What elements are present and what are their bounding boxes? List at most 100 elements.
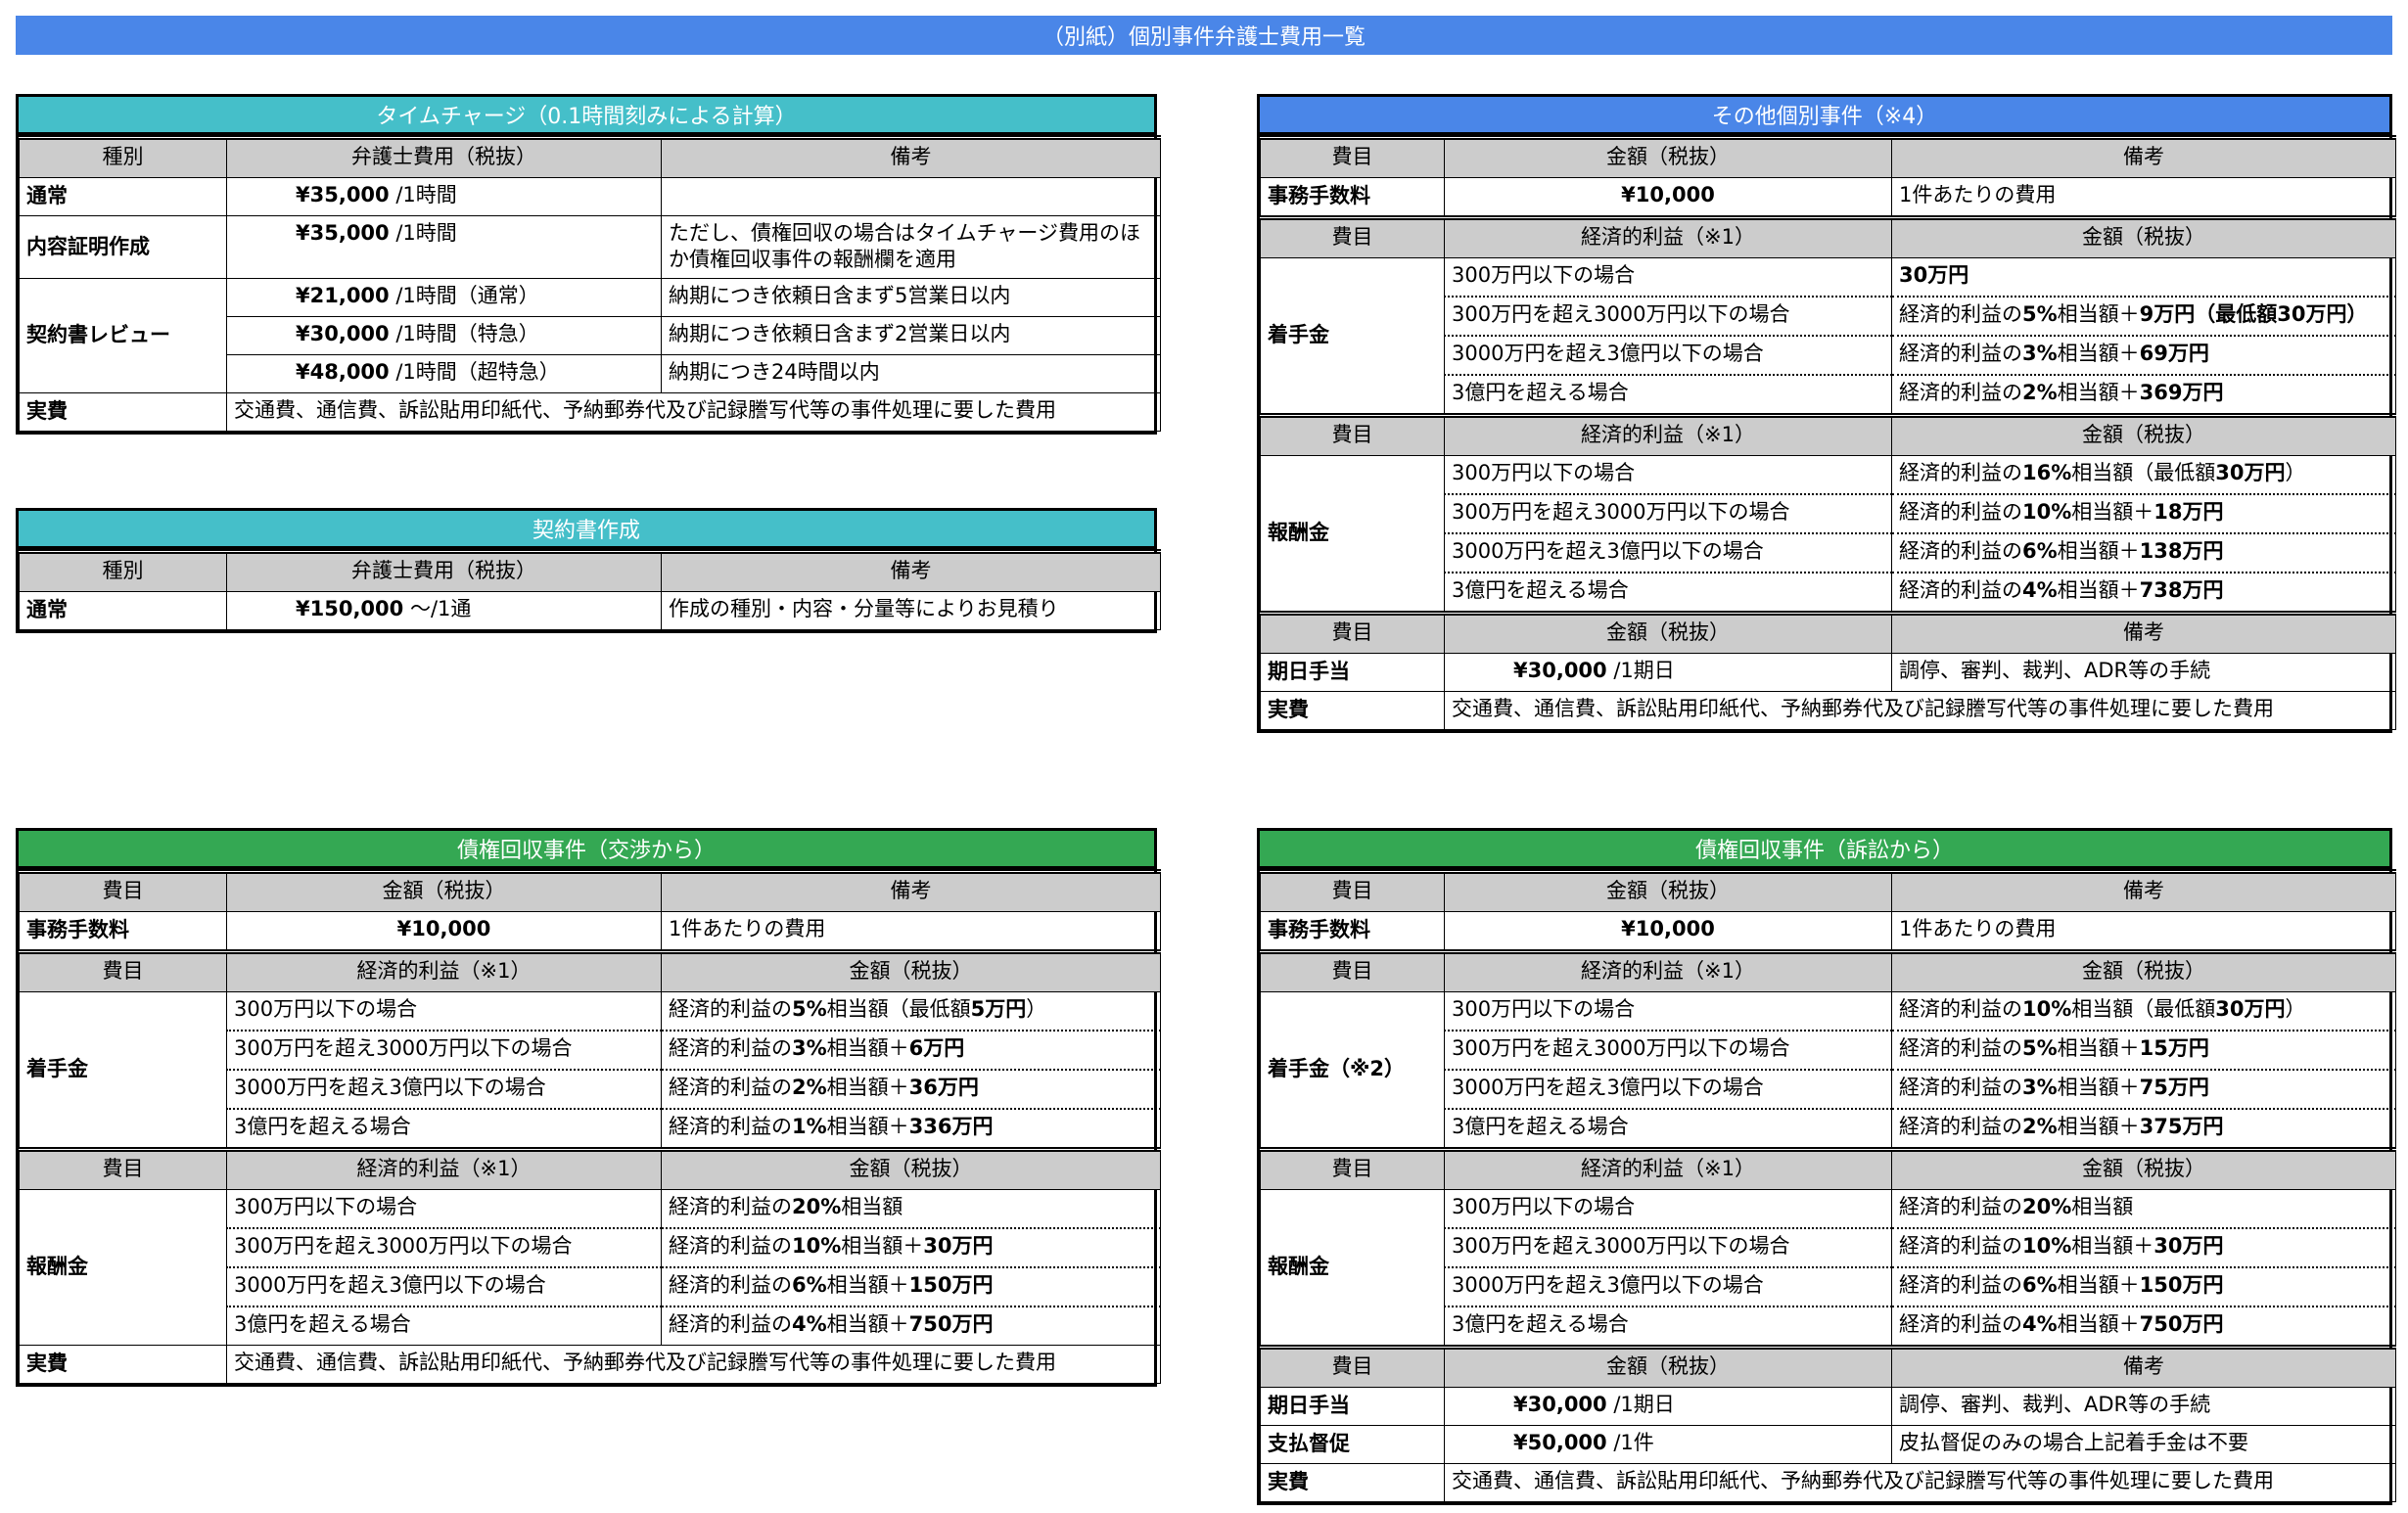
cell-text: 相当額＋ xyxy=(826,1273,909,1297)
table-cell: ¥30,000 /1時間（特急） xyxy=(226,315,662,355)
cell-text: /1時間（通常） xyxy=(389,283,539,307)
table-row: 3億円を超える場合 経済的利益の4%相当額＋750万円 xyxy=(20,1306,1161,1346)
cell-bold-text: 75万円 xyxy=(2139,1076,2209,1099)
row-label: 事務手数料 xyxy=(1260,911,1445,952)
cell-text: 相当額（最低額 xyxy=(2071,997,2216,1021)
cell-bold-text: 10% xyxy=(2022,500,2072,524)
column-header: 備考 xyxy=(661,549,1161,592)
cell-bold-text: 69万円 xyxy=(2139,342,2209,365)
cell-bold-text: 2% xyxy=(2022,1115,2058,1138)
table-cell: 3億円を超える場合 xyxy=(1444,374,1892,416)
cell-bold-text: 10% xyxy=(792,1234,842,1258)
cell-text: 経済的利益の xyxy=(1899,578,2022,602)
cell-bold-text: 6% xyxy=(792,1273,827,1297)
cell-text: 経済的利益の xyxy=(669,1195,792,1218)
cell-bold-text: ¥30,000 xyxy=(296,321,390,345)
cell-text: 相当額＋ xyxy=(826,1115,909,1138)
cell-bold-text: 738万円 xyxy=(2139,578,2224,602)
table-row: 3億円を超える場合 経済的利益の1%相当額＋336万円 xyxy=(20,1108,1161,1150)
cell-text: 経済的利益の xyxy=(1899,1076,2022,1099)
column-header: 経済的利益（※1） xyxy=(226,1147,662,1190)
table-header-row: 費目 金額（税抜） 備考 xyxy=(1260,1345,2396,1388)
table-cell: 3000万円を超え3億円以下の場合 xyxy=(1444,335,1892,376)
table-cell: 経済的利益の20%相当額 xyxy=(661,1189,1161,1229)
table-cell: ¥10,000 xyxy=(226,911,662,952)
table-row: 3000万円を超え3億円以下の場合 経済的利益の6%相当額＋150万円 xyxy=(20,1266,1161,1307)
cell-text: 相当額＋ xyxy=(2057,1076,2140,1099)
cell-text: 経済的利益の xyxy=(1899,539,2022,563)
table-cell: 3億円を超える場合 xyxy=(1444,1306,1892,1348)
table-header-row: 種別 弁護士費用（税抜） 備考 xyxy=(19,549,1161,592)
cell-bold-text: 5% xyxy=(2022,1036,2058,1060)
cell-text: 経済的利益の xyxy=(1899,302,2022,326)
cell-text: 相当額＋ xyxy=(841,1234,924,1258)
cell-text: 経済的利益の xyxy=(1899,1234,2022,1258)
table-row: 3億円を超える場合 経済的利益の2%相当額＋369万円 xyxy=(1261,374,2396,416)
table-cell: 300万円を超え3000万円以下の場合 xyxy=(226,1227,662,1268)
column-header: 備考 xyxy=(1891,135,2396,178)
fee-table: 費目 金額（税抜） 備考 事務手数料 ¥10,000 1件あたりの費用 費目 経済的利益（※1… xyxy=(19,869,1161,1384)
table-cell: 経済的利益の4%相当額＋750万円 xyxy=(1891,1306,2396,1348)
cell-bold-text: （最低額30万円） xyxy=(2195,302,2368,326)
section-title: 債権回収事件（交渉から） xyxy=(19,831,1154,869)
table-row: 3億円を超える場合 経済的利益の2%相当額＋375万円 xyxy=(1261,1108,2396,1150)
column-header: 備考 xyxy=(1891,1345,2396,1388)
cell-text: /1時間 xyxy=(389,221,457,245)
cell-text: 相当額（最低額 xyxy=(826,997,971,1021)
table-cell: 3億円を超える場合 xyxy=(1444,1108,1892,1150)
table-cell: 作成の種別・内容・分量等によりお見積り xyxy=(661,591,1161,630)
column-header: 経済的利益（※1） xyxy=(1444,413,1892,456)
table-cell: ¥30,000 /1期日 xyxy=(1444,1387,1892,1426)
cell-bold-text: 3% xyxy=(792,1036,827,1060)
table-cell: ¥50,000 /1件 xyxy=(1444,1425,1892,1464)
section-title: 契約書作成 xyxy=(19,511,1154,549)
table-cell: 経済的利益の10%相当額＋18万円 xyxy=(1891,493,2396,534)
cell-text: 経済的利益の xyxy=(1899,461,2022,484)
table-cell: 300万円を超え3000万円以下の場合 xyxy=(1444,1227,1892,1268)
cell-text: ） xyxy=(1026,997,1047,1021)
cell-bold-text: 6% xyxy=(2022,539,2058,563)
cell-text: /1期日 xyxy=(1606,659,1675,682)
section-title: タイムチャージ（0.1時間刻みによる計算） xyxy=(19,97,1154,135)
table-cell: 経済的利益の5%相当額（最低額5万円） xyxy=(661,991,1161,1032)
column-header: 備考 xyxy=(661,135,1161,178)
column-header: 種別 xyxy=(19,135,227,178)
table-cell: 経済的利益の10%相当額＋30万円 xyxy=(1891,1227,2396,1268)
cell-text: 相当額＋ xyxy=(2057,1312,2140,1336)
table-row: 300万円を超え3000万円以下の場合 経済的利益の10%相当額＋30万円 xyxy=(1261,1227,2396,1268)
table-row: 300万円を超え3000万円以下の場合 経済的利益の10%相当額＋30万円 xyxy=(20,1227,1161,1268)
table-row: 3億円を超える場合 経済的利益の4%相当額＋738万円 xyxy=(1261,572,2396,614)
table-cell: 経済的利益の6%相当額＋138万円 xyxy=(1891,532,2396,573)
table-row: 実費 交通費、通信費、訴訟貼用印紙代、予納郵券代及び記録謄写代等の事件処理に要した… xyxy=(1260,1463,2396,1502)
table-cell: 3000万円を超え3億円以下の場合 xyxy=(226,1266,662,1307)
column-header: 金額（税抜） xyxy=(1444,1345,1892,1388)
cell-text: /1時間（超特急） xyxy=(389,359,560,384)
table-row: 実費 交通費、通信費、訴訟貼用印紙代、予納郵券代及び記録謄写代等の事件処理に要した… xyxy=(19,391,1161,432)
table-cell: 経済的利益の3%相当額＋69万円 xyxy=(1891,335,2396,376)
column-header: 金額（税抜） xyxy=(1891,413,2396,456)
column-header: 金額（税抜） xyxy=(1444,869,1892,912)
cell-bold-text: 20% xyxy=(2022,1195,2072,1218)
table-cell: 300万円以下の場合 xyxy=(1444,455,1892,495)
cell-text: 相当額＋ xyxy=(2057,539,2140,563)
row-label: 実費 xyxy=(19,1345,227,1384)
table-cell: 経済的利益の4%相当額＋750万円 xyxy=(661,1306,1161,1346)
table-cell: ¥21,000 /1時間（通常） xyxy=(226,277,662,317)
cell-bold-text: 336万円 xyxy=(908,1115,994,1138)
table-row: 3000万円を超え3億円以下の場合 経済的利益の2%相当額＋36万円 xyxy=(20,1069,1161,1110)
cell-bold-text: ¥30,000 xyxy=(1513,1393,1607,1416)
table-cell: ただし、債権回収の場合はタイムチャージ費用のほか債権回収事件の報酬欄を適用 xyxy=(661,215,1161,279)
cell-bold-text: ¥48,000 xyxy=(296,359,390,384)
table-row: 報酬金 300万円以下の場合 経済的利益の20%相当額 xyxy=(19,1189,1161,1346)
column-header: 経済的利益（※1） xyxy=(1444,215,1892,258)
column-header: 費目 xyxy=(1260,135,1445,178)
table-row: 着手金 300万円以下の場合 30万円 xyxy=(1260,257,2396,416)
table-row: 3000万円を超え3億円以下の場合 経済的利益の6%相当額＋138万円 xyxy=(1261,532,2396,573)
table-row: 報酬金 300万円以下の場合 経済的利益の20%相当額 xyxy=(1260,1189,2396,1348)
table-cell: 経済的利益の20%相当額 xyxy=(1891,1189,2396,1229)
cell-text: 経済的利益の xyxy=(1899,1195,2022,1218)
table-cell: 交通費、通信費、訴訟貼用印紙代、予納郵券代及び記録謄写代等の事件処理に要した費用 xyxy=(1444,1463,2396,1502)
table-cell: 300万円以下の場合 xyxy=(226,991,662,1032)
table-row: 契約書レビュー ¥21,000 /1時間（通常） 納期につき依頼日含まず5営業日以内 xyxy=(19,277,1161,393)
section-debt-negotiation: 債権回収事件（交渉から） 費目 金額（税抜） 備考 事務手数料 ¥10,000 1件あたりの… xyxy=(16,828,1161,1387)
